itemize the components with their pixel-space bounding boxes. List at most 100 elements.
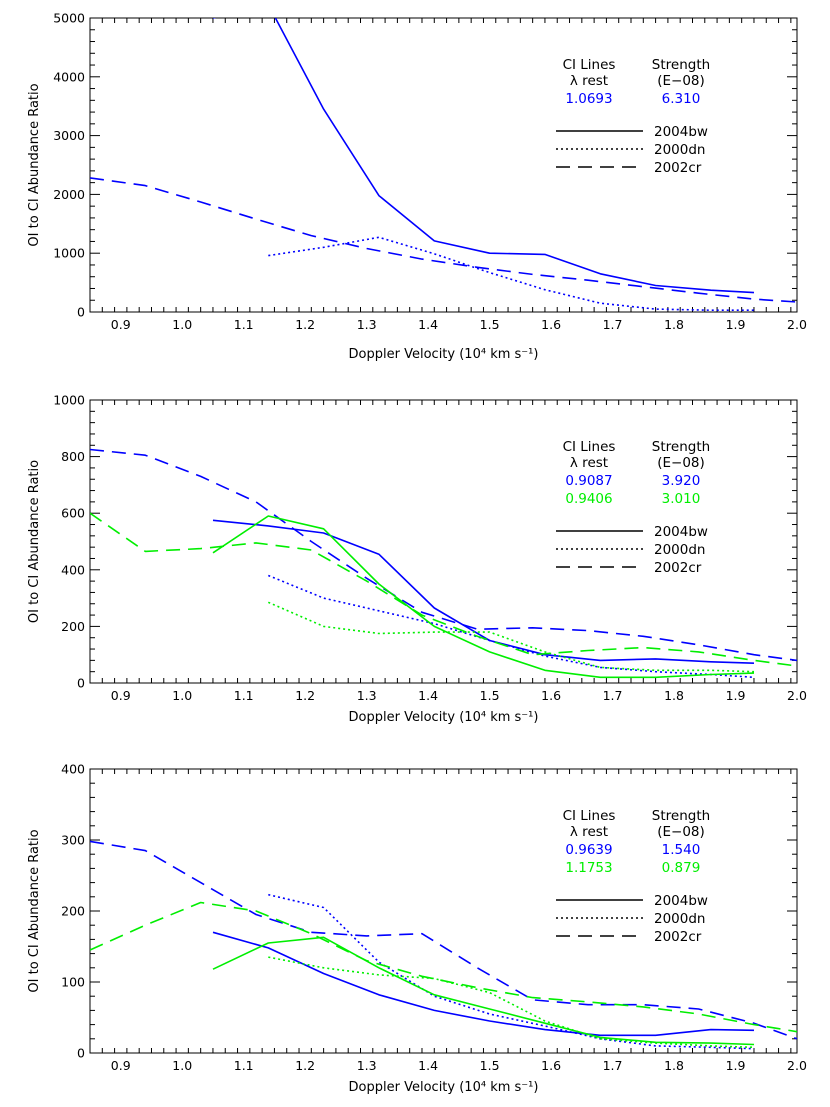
x-tick-label: 1.7 bbox=[603, 688, 623, 703]
x-tick-label: 1.9 bbox=[726, 1058, 746, 1073]
x-tick-label: 1.5 bbox=[480, 1058, 500, 1073]
y-axis-title: OI to CI Abundance Ratio bbox=[27, 83, 42, 246]
plot-frame bbox=[89, 399, 798, 684]
legend-style-label: 2000dn bbox=[654, 142, 705, 158]
legend-header-lines: CI Lines bbox=[563, 439, 616, 455]
series-solid-line bbox=[213, 18, 755, 294]
legend-style-label: 2002cr bbox=[654, 560, 702, 576]
x-axis-title: Doppler Velocity (10⁴ km s⁻¹) bbox=[349, 710, 539, 725]
x-tick-label: 1.3 bbox=[357, 688, 377, 703]
legend-strength: 1.540 bbox=[662, 842, 701, 858]
x-tick-label: 0.9 bbox=[111, 688, 131, 703]
legend-subheader-lambda: λ rest bbox=[570, 455, 608, 471]
x-tick-label: 1.4 bbox=[418, 688, 438, 703]
legend-header-lines: CI Lines bbox=[563, 57, 616, 73]
legend-style-label: 2004bw bbox=[654, 524, 708, 540]
plot-frame bbox=[89, 17, 798, 313]
x-tick-label: 1.2 bbox=[295, 688, 315, 703]
series-group bbox=[90, 840, 797, 1050]
y-tick-label: 0 bbox=[77, 305, 85, 320]
legend-subheader-units: (E−08) bbox=[657, 73, 705, 89]
y-tick-label: 0 bbox=[77, 1046, 85, 1061]
x-tick-label: 0.9 bbox=[111, 317, 131, 332]
x-tick-label: 1.6 bbox=[541, 688, 561, 703]
series-dotted-line bbox=[268, 956, 755, 1049]
legend-strength: 3.920 bbox=[662, 473, 701, 489]
x-tick-label: 2.0 bbox=[787, 1058, 807, 1073]
x-tick-label: 2.0 bbox=[787, 688, 807, 703]
y-tick-label: 4000 bbox=[53, 69, 85, 84]
x-tick-label: 1.8 bbox=[664, 688, 684, 703]
legend-style-label: 2004bw bbox=[654, 124, 708, 140]
y-tick-label: 200 bbox=[61, 619, 85, 634]
y-axis-title: OI to CI Abundance Ratio bbox=[27, 460, 42, 623]
y-axis-title: OI to CI Abundance Ratio bbox=[27, 829, 42, 992]
x-tick-label: 1.3 bbox=[357, 317, 377, 332]
y-tick-label: 2000 bbox=[53, 187, 85, 202]
legend: CI Lines Strength λ rest (E−08) 1.0693 6.310 2… bbox=[556, 57, 710, 176]
x-tick-label: 1.9 bbox=[726, 317, 746, 332]
series-dotted-line bbox=[267, 601, 755, 673]
y-tick-label: 1000 bbox=[53, 393, 85, 408]
series-group bbox=[90, 448, 797, 679]
series-dotted-line bbox=[268, 893, 755, 1050]
legend-style-label: 2002cr bbox=[654, 929, 702, 945]
legend-style-label: 2002cr bbox=[654, 160, 702, 176]
x-tick-label: 1.4 bbox=[418, 1058, 438, 1073]
x-tick-label: 1.5 bbox=[480, 688, 500, 703]
legend-header-lines: CI Lines bbox=[563, 808, 616, 824]
legend-subheader-lambda: λ rest bbox=[570, 824, 608, 840]
x-tick-label: 1.0 bbox=[172, 317, 192, 332]
x-tick-label: 2.0 bbox=[787, 317, 807, 332]
series-dotted-line bbox=[268, 236, 754, 312]
x-tick-label: 1.5 bbox=[480, 317, 500, 332]
x-tick-label: 1.0 bbox=[172, 688, 192, 703]
legend-strength: 3.010 bbox=[662, 491, 701, 507]
x-tick-label: 1.6 bbox=[541, 317, 561, 332]
series-dotted-line bbox=[267, 574, 755, 679]
y-tick-label: 1000 bbox=[53, 246, 85, 261]
x-tick-label: 1.4 bbox=[418, 317, 438, 332]
x-tick-label: 1.6 bbox=[541, 1058, 561, 1073]
legend-header-strength: Strength bbox=[652, 808, 710, 824]
y-tick-label: 400 bbox=[61, 562, 85, 577]
series-dashed-line bbox=[90, 840, 797, 1040]
legend-style-label: 2000dn bbox=[654, 911, 705, 927]
series-dashed-line bbox=[90, 901, 797, 1033]
x-tick-label: 1.1 bbox=[234, 688, 254, 703]
x-tick-label: 0.9 bbox=[111, 1058, 131, 1073]
legend-header-strength: Strength bbox=[652, 439, 710, 455]
chart-panel-1: 0.9 1.0 1.1 1.2 1.3 1.4 1.5 1.6 1.7 1.8 1.9 2.0 0 100… bbox=[27, 11, 807, 363]
x-tick-label: 1.1 bbox=[234, 1058, 254, 1073]
legend-subheader-units: (E−08) bbox=[657, 824, 705, 840]
series-solid-line bbox=[212, 931, 755, 1037]
series-group bbox=[90, 18, 797, 312]
x-tick-label: 1.3 bbox=[357, 1058, 377, 1073]
legend-subheader-units: (E−08) bbox=[657, 455, 705, 471]
legend-style-label: 2004bw bbox=[654, 893, 708, 909]
y-tick-label: 400 bbox=[61, 762, 85, 777]
legend-wavelength: 0.9639 bbox=[565, 842, 612, 858]
x-tick-label: 1.9 bbox=[726, 688, 746, 703]
chart-panel-3: 0.9 1.0 1.1 1.2 1.3 1.4 1.5 1.6 1.7 1.8 1.9 2.0 0 100… bbox=[27, 762, 807, 1096]
y-tick-label: 800 bbox=[61, 449, 85, 464]
x-tick-label: 1.8 bbox=[664, 317, 684, 332]
y-tick-label: 3000 bbox=[53, 128, 85, 143]
y-tick-label: 100 bbox=[61, 975, 85, 990]
legend-wavelength: 0.9406 bbox=[565, 491, 612, 507]
series-dashed-line bbox=[90, 177, 797, 303]
x-axis-title: Doppler Velocity (10⁴ km s⁻¹) bbox=[349, 347, 539, 362]
legend-subheader-lambda: λ rest bbox=[570, 73, 608, 89]
y-tick-label: 0 bbox=[77, 676, 85, 691]
x-tick-label: 1.7 bbox=[603, 1058, 623, 1073]
legend: CI Lines Strength λ rest (E−08) 0.9639 1.540 1… bbox=[556, 808, 710, 945]
x-tick-label: 1.1 bbox=[234, 317, 254, 332]
x-tick-label: 1.8 bbox=[664, 1058, 684, 1073]
x-tick-label: 1.2 bbox=[295, 317, 315, 332]
legend-strength: 6.310 bbox=[662, 91, 701, 107]
legend-strength: 0.879 bbox=[662, 860, 701, 876]
legend-wavelength: 1.1753 bbox=[565, 860, 612, 876]
x-tick-label: 1.7 bbox=[603, 317, 623, 332]
y-tick-label: 300 bbox=[61, 833, 85, 848]
